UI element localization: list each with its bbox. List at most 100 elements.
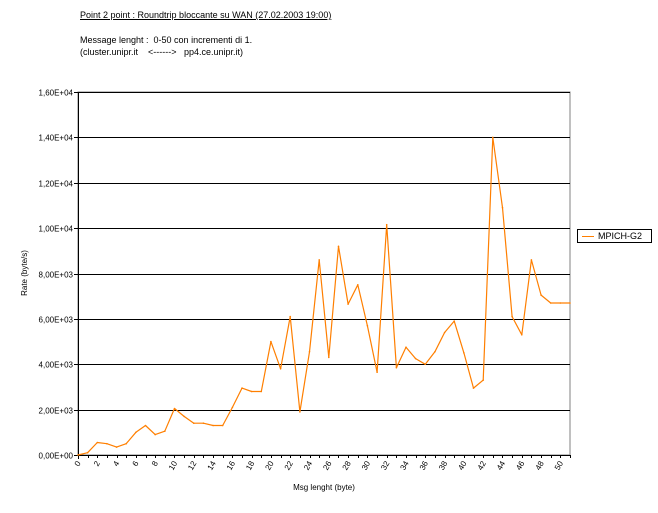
data-point	[135, 431, 137, 434]
data-point	[328, 356, 330, 359]
data-point	[260, 390, 263, 393]
x-tick-label: 28	[341, 459, 354, 472]
data-point	[202, 422, 205, 425]
x-tick-label: 4	[111, 459, 121, 468]
data-point	[279, 368, 282, 370]
data-point	[77, 454, 79, 456]
data-point	[395, 366, 398, 369]
data-point	[549, 302, 552, 304]
x-tick-label: 18	[244, 459, 257, 472]
data-point	[521, 334, 523, 336]
x-tick-label: 24	[302, 459, 315, 472]
y-tick-label: 1,40E+04	[39, 134, 74, 143]
x-tick-label: 32	[379, 459, 392, 472]
y-tick-label: 2,00E+03	[39, 407, 74, 416]
x-tick-label: 12	[186, 459, 199, 472]
y-tick-label: 1,60E+04	[39, 89, 74, 98]
x-tick-label: 20	[263, 459, 276, 472]
y-axis-label: Rate (byte/s)	[20, 250, 29, 296]
data-point	[106, 442, 108, 445]
data-point	[337, 245, 340, 248]
x-tick-label: 46	[514, 459, 527, 472]
x-tick-label: 2	[92, 459, 102, 468]
data-point	[540, 294, 542, 296]
series-layer	[77, 136, 571, 456]
gridlines	[77, 91, 571, 459]
data-point	[308, 351, 311, 353]
data-point	[183, 415, 185, 418]
data-point	[357, 284, 359, 286]
data-point	[385, 223, 388, 226]
data-point	[569, 302, 571, 304]
x-tick-label: 16	[225, 459, 238, 472]
y-axis-ticks: 0,00E+00 2,00E+03 4,00E+03 6,00E+03 8,00E+03…	[39, 89, 78, 461]
data-point	[221, 424, 224, 427]
legend: MPICH-G2	[577, 229, 652, 243]
x-tick-label: 30	[360, 459, 373, 472]
y-tick-label: 1,20E+04	[39, 180, 74, 189]
data-point	[154, 433, 156, 436]
data-point	[453, 320, 456, 322]
data-point	[559, 302, 562, 304]
x-tick-label: 34	[398, 459, 411, 472]
data-point	[347, 303, 349, 305]
plot-area	[77, 91, 571, 456]
x-tick-label: 26	[321, 459, 334, 472]
data-point	[299, 411, 301, 413]
data-point	[96, 441, 99, 444]
data-point	[193, 422, 195, 425]
x-tick-label: 38	[437, 459, 450, 472]
x-tick-label: 0	[73, 459, 83, 468]
data-point	[250, 390, 253, 393]
x-tick-label: 48	[534, 459, 547, 472]
data-point	[173, 407, 176, 410]
y-tick-label: 4,00E+03	[39, 361, 74, 370]
chart-title: Point 2 point : Roundtrip bloccante su W…	[80, 10, 332, 20]
data-point	[463, 352, 465, 354]
x-tick-label: 44	[495, 459, 508, 472]
data-point	[115, 446, 118, 448]
data-point	[472, 387, 475, 389]
x-tick-label: 8	[150, 459, 160, 468]
data-point	[443, 331, 446, 334]
data-point	[405, 346, 407, 349]
legend-swatch-mpich-g2	[582, 236, 594, 237]
x-tick-label: 36	[418, 459, 431, 472]
data-point	[501, 206, 504, 209]
x-tick-label: 22	[283, 459, 296, 472]
chart-subtitle-message-length: Message lenght : 0-50 con incrementi di …	[80, 35, 253, 45]
x-axis-ticks: 0 2 4 6 8 10 12 14 16 18 20 22 24 26 28 30 32 34 36 38 40 42 4…	[73, 455, 571, 472]
data-point	[376, 371, 378, 374]
x-tick-label: 14	[206, 459, 219, 472]
data-point	[511, 315, 513, 318]
data-point	[414, 357, 417, 360]
data-point	[424, 363, 427, 366]
data-point	[434, 351, 436, 353]
data-point	[212, 424, 214, 427]
data-point	[492, 136, 494, 139]
x-axis-label: Msg lenght (byte)	[293, 483, 355, 492]
data-point	[125, 442, 127, 445]
y-tick-label: 1,00E+04	[39, 225, 74, 234]
data-point	[318, 259, 321, 261]
data-point	[231, 406, 234, 409]
data-point	[270, 340, 272, 343]
chart-subtitle-hosts: (cluster.unipr.it <------> pp4.ce.unipr.…	[80, 47, 244, 57]
data-point	[241, 387, 243, 389]
data-point	[164, 430, 166, 433]
legend-label-mpich-g2: MPICH-G2	[598, 231, 643, 241]
series-line-mpich-g2	[77, 136, 570, 456]
x-tick-label: 42	[476, 459, 489, 472]
x-tick-label: 10	[167, 459, 180, 472]
x-tick-label: 40	[456, 459, 469, 472]
y-tick-label: 8,00E+03	[39, 271, 74, 280]
data-point	[482, 379, 485, 381]
data-point	[144, 424, 147, 427]
data-point	[366, 324, 369, 327]
data-point	[289, 315, 292, 318]
data-point	[530, 259, 533, 261]
y-tick-label: 6,00E+03	[39, 316, 74, 325]
data-point	[86, 451, 89, 454]
x-tick-label: 6	[131, 459, 141, 468]
